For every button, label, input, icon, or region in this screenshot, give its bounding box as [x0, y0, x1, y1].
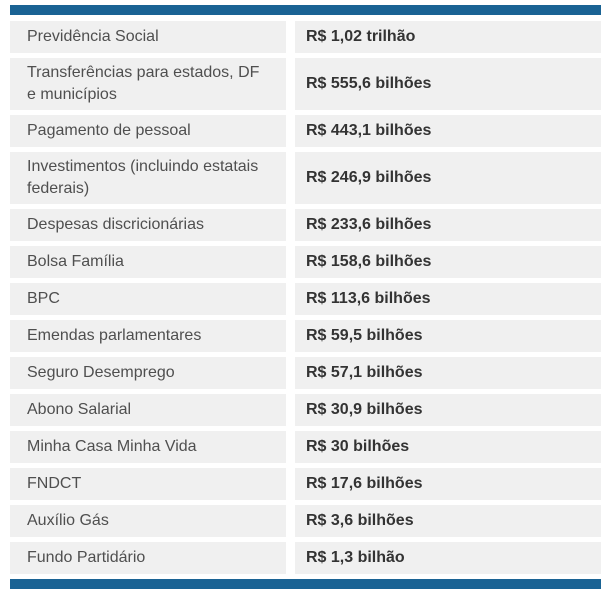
- table-body: Previdência Social R$ 1,02 trilhão Trans…: [10, 21, 601, 574]
- row-value: R$ 555,6 bilhões: [295, 58, 601, 110]
- row-label: Bolsa Família: [10, 246, 286, 278]
- row-label: Despesas discricionárias: [10, 209, 286, 241]
- row-label: Minha Casa Minha Vida: [10, 431, 286, 463]
- table-row: Pagamento de pessoal R$ 443,1 bilhões: [10, 115, 601, 147]
- row-label: Investimentos (incluindo estatais federa…: [10, 152, 286, 204]
- column-gutter: [286, 468, 295, 500]
- table-row: Abono Salarial R$ 30,9 bilhões: [10, 394, 601, 426]
- table-row: Emendas parlamentares R$ 59,5 bilhões: [10, 320, 601, 352]
- table-row: Bolsa Família R$ 158,6 bilhões: [10, 246, 601, 278]
- row-value: R$ 17,6 bilhões: [295, 468, 601, 500]
- row-value: R$ 30,9 bilhões: [295, 394, 601, 426]
- row-value: R$ 246,9 bilhões: [295, 152, 601, 204]
- row-value: R$ 158,6 bilhões: [295, 246, 601, 278]
- row-label: Emendas parlamentares: [10, 320, 286, 352]
- column-gutter: [286, 505, 295, 537]
- table-row: Previdência Social R$ 1,02 trilhão: [10, 21, 601, 53]
- table-row: Transferências para estados, DF e municí…: [10, 58, 601, 110]
- column-gutter: [286, 357, 295, 389]
- row-value: R$ 233,6 bilhões: [295, 209, 601, 241]
- table-row: Despesas discricionárias R$ 233,6 bilhõe…: [10, 209, 601, 241]
- row-value: R$ 1,02 trilhão: [295, 21, 601, 53]
- table-row: Minha Casa Minha Vida R$ 30 bilhões: [10, 431, 601, 463]
- column-gutter: [286, 152, 295, 204]
- column-gutter: [286, 58, 295, 110]
- table-row: BPC R$ 113,6 bilhões: [10, 283, 601, 315]
- row-value: R$ 57,1 bilhões: [295, 357, 601, 389]
- column-gutter: [286, 115, 295, 147]
- row-label: FNDCT: [10, 468, 286, 500]
- column-gutter: [286, 394, 295, 426]
- column-gutter: [286, 542, 295, 574]
- row-value: R$ 113,6 bilhões: [295, 283, 601, 315]
- row-value: R$ 30 bilhões: [295, 431, 601, 463]
- bottom-accent-bar: [10, 579, 601, 589]
- row-label: Auxílio Gás: [10, 505, 286, 537]
- column-gutter: [286, 431, 295, 463]
- table-row: Fundo Partidário R$ 1,3 bilhão: [10, 542, 601, 574]
- row-label: Fundo Partidário: [10, 542, 286, 574]
- row-label: Abono Salarial: [10, 394, 286, 426]
- table-row: FNDCT R$ 17,6 bilhões: [10, 468, 601, 500]
- table-row: Seguro Desemprego R$ 57,1 bilhões: [10, 357, 601, 389]
- column-gutter: [286, 209, 295, 241]
- column-gutter: [286, 21, 295, 53]
- table-row: Auxílio Gás R$ 3,6 bilhões: [10, 505, 601, 537]
- top-accent-bar: [10, 5, 601, 15]
- row-label: Transferências para estados, DF e municí…: [10, 58, 286, 110]
- column-gutter: [286, 283, 295, 315]
- table-row: Investimentos (incluindo estatais federa…: [10, 152, 601, 204]
- row-label: Previdência Social: [10, 21, 286, 53]
- row-label: BPC: [10, 283, 286, 315]
- row-value: R$ 443,1 bilhões: [295, 115, 601, 147]
- column-gutter: [286, 320, 295, 352]
- row-value: R$ 1,3 bilhão: [295, 542, 601, 574]
- row-value: R$ 3,6 bilhões: [295, 505, 601, 537]
- row-label: Pagamento de pessoal: [10, 115, 286, 147]
- column-gutter: [286, 246, 295, 278]
- row-label: Seguro Desemprego: [10, 357, 286, 389]
- row-value: R$ 59,5 bilhões: [295, 320, 601, 352]
